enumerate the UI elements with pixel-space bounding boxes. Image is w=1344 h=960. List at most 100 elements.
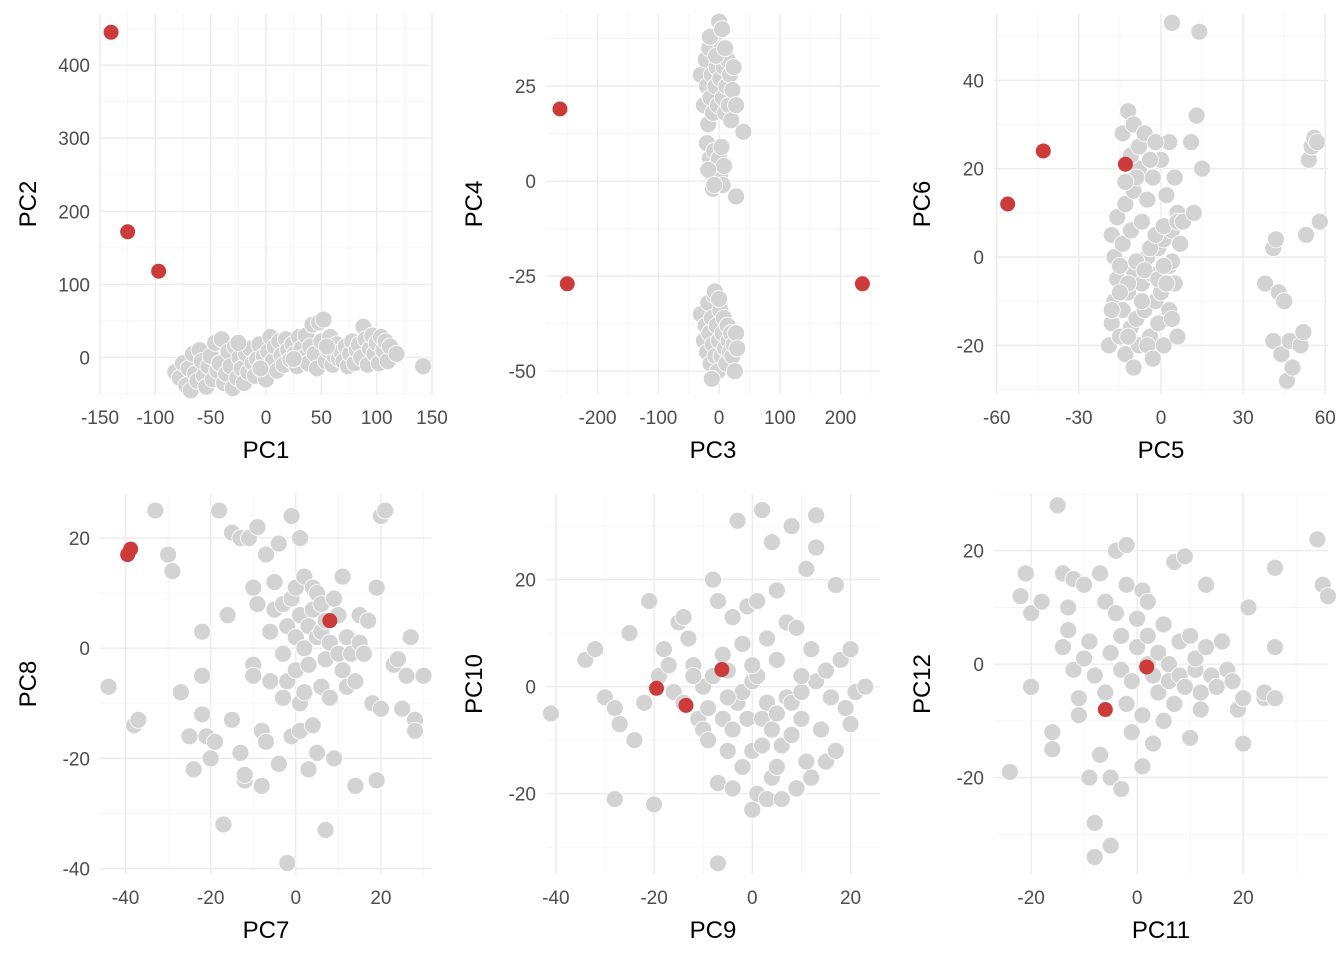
data-point — [1272, 345, 1291, 364]
data-point — [214, 815, 233, 834]
data-point — [772, 790, 791, 808]
y-tick-label: 0 — [973, 248, 984, 269]
data-point — [1319, 587, 1337, 605]
data-point — [1132, 292, 1151, 311]
data-point — [1091, 745, 1109, 764]
data-point — [401, 628, 420, 647]
data-point — [223, 710, 241, 729]
data-point — [620, 624, 639, 643]
data-point — [406, 721, 424, 740]
x-tick-label: -20 — [1017, 888, 1044, 909]
data-point — [1119, 327, 1138, 346]
y-tick-label: 400 — [58, 56, 90, 77]
highlight-point — [649, 680, 665, 696]
data-point — [367, 578, 386, 597]
data-point — [1197, 575, 1215, 594]
data-point — [1138, 626, 1157, 645]
data-point — [1187, 106, 1206, 125]
data-point — [753, 501, 772, 519]
data-point — [718, 742, 737, 760]
x-axis-label: PC3 — [690, 437, 737, 464]
data-point — [709, 854, 727, 873]
data-point — [346, 672, 365, 691]
data-point — [787, 618, 806, 637]
x-tick-label: 20 — [370, 888, 391, 909]
data-point — [1308, 530, 1327, 549]
data-point — [1154, 615, 1173, 634]
data-point — [640, 592, 659, 610]
highlight-point — [1117, 156, 1133, 172]
data-point — [605, 699, 624, 717]
data-point — [1163, 13, 1181, 32]
data-point — [807, 538, 826, 557]
data-point — [1184, 203, 1203, 222]
data-point — [743, 656, 762, 675]
data-point — [716, 39, 735, 58]
data-point — [699, 699, 717, 717]
data-point — [1102, 301, 1121, 319]
data-point — [792, 683, 811, 701]
data-point — [387, 344, 406, 363]
y-tick-label: 0 — [525, 678, 536, 699]
data-point — [1080, 768, 1099, 787]
data-point — [713, 20, 732, 39]
data-point — [316, 821, 335, 839]
x-tick-label: 30 — [1233, 408, 1254, 429]
data-point — [1297, 226, 1315, 244]
data-point — [235, 765, 254, 784]
data-point — [1048, 496, 1067, 515]
data-point — [826, 576, 845, 594]
y-axis-label: PC12 — [909, 654, 936, 714]
data-point — [354, 644, 373, 663]
data-point — [763, 720, 781, 739]
highlight-point — [103, 24, 119, 40]
data-point — [1175, 547, 1194, 566]
highlight-point — [714, 662, 730, 678]
highlight-point — [1139, 659, 1155, 675]
data-point — [1101, 643, 1120, 662]
data-point — [713, 645, 732, 664]
data-point — [1191, 683, 1210, 702]
data-point — [727, 96, 745, 115]
data-point — [1163, 309, 1181, 328]
data-point — [1154, 711, 1173, 730]
data-point — [346, 776, 365, 795]
data-point — [1096, 592, 1115, 611]
y-tick-label: -20 — [509, 785, 536, 806]
data-point — [1085, 848, 1104, 866]
data-point — [1132, 212, 1151, 231]
data-point — [1154, 336, 1173, 355]
y-tick-label: 20 — [963, 160, 984, 181]
data-point — [705, 176, 724, 194]
data-point — [782, 725, 801, 744]
data-point — [787, 779, 806, 798]
data-point — [1266, 558, 1284, 577]
data-point — [748, 592, 767, 610]
y-tick-label: -50 — [509, 362, 536, 383]
data-point — [797, 752, 816, 771]
x-tick-label: -30 — [1065, 408, 1092, 429]
data-point — [1117, 575, 1136, 594]
data-point — [767, 651, 786, 669]
data-point — [723, 81, 742, 99]
data-point — [586, 640, 605, 659]
data-point — [252, 776, 271, 795]
data-point — [625, 731, 644, 750]
x-tick-label: 60 — [1315, 408, 1336, 429]
data-point — [1175, 677, 1194, 696]
data-point — [723, 720, 742, 739]
highlight-point — [678, 697, 694, 713]
x-tick-label: 0 — [1132, 888, 1143, 909]
data-point — [1122, 723, 1141, 742]
data-point — [1181, 626, 1200, 645]
data-point — [1080, 632, 1099, 651]
data-point — [1223, 672, 1242, 691]
data-point — [1138, 190, 1157, 209]
data-point — [1016, 564, 1035, 583]
data-point — [320, 688, 339, 707]
data-point — [1190, 22, 1209, 41]
data-point — [1001, 763, 1019, 781]
data-point — [841, 715, 860, 734]
data-point — [1064, 660, 1083, 679]
data-point — [1294, 323, 1313, 342]
